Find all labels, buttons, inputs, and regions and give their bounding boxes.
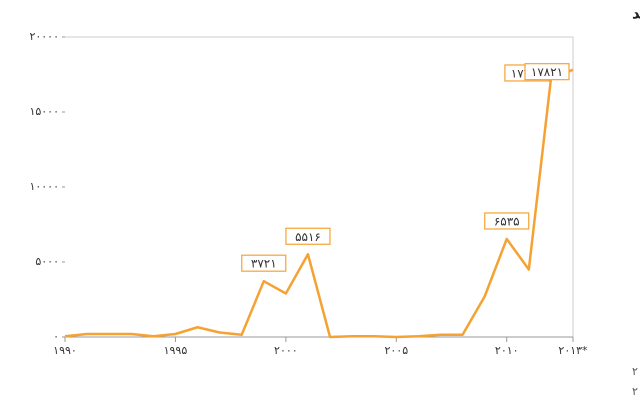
x-tick-label: ۲۰۱۰ <box>495 344 519 357</box>
value-label: ۶۵۳۵ <box>494 214 520 228</box>
y-tick-label: ۱۵۰۰۰ <box>29 105 59 118</box>
value-label-box <box>484 212 530 230</box>
x-tick-label: ۲۰۱۳* <box>558 344 588 357</box>
y-tick-label: ۰ <box>53 330 59 343</box>
y-tick-label: ۲۰۰۰۰ <box>29 30 59 43</box>
x-tick-label: ۱۹۹۵ <box>164 344 188 357</box>
chart-title: تعداد کسانی که با قایق خود را به استرالی… <box>632 5 640 23</box>
value-label-box <box>241 254 287 272</box>
value-label: ۳۷۲۱ <box>251 257 277 271</box>
value-label-box <box>285 227 331 245</box>
plot-frame <box>65 36 574 337</box>
y-tick-label: ۵۰۰۰ <box>35 255 59 268</box>
x-tick-label: ۱۹۹۰ <box>53 344 77 357</box>
source: منبع: اداره مهاجرت و شهروندی استرالیا، ا… <box>632 385 640 398</box>
value-label: ۵۵۱۶ <box>295 230 321 244</box>
line <box>64 68 574 339</box>
x-tick-label: ۲۰۰۵ <box>384 344 408 357</box>
value-label: ۱۷۸۲۱ <box>531 65 563 79</box>
x-tick-label: ۲۰۰۰ <box>274 344 298 357</box>
footnote: * تا هشتم اوت ۲۰۱۳ <box>632 365 640 378</box>
value-label-box <box>524 63 570 81</box>
y-tick-label: ۱۰۰۰۰ <box>29 180 59 193</box>
